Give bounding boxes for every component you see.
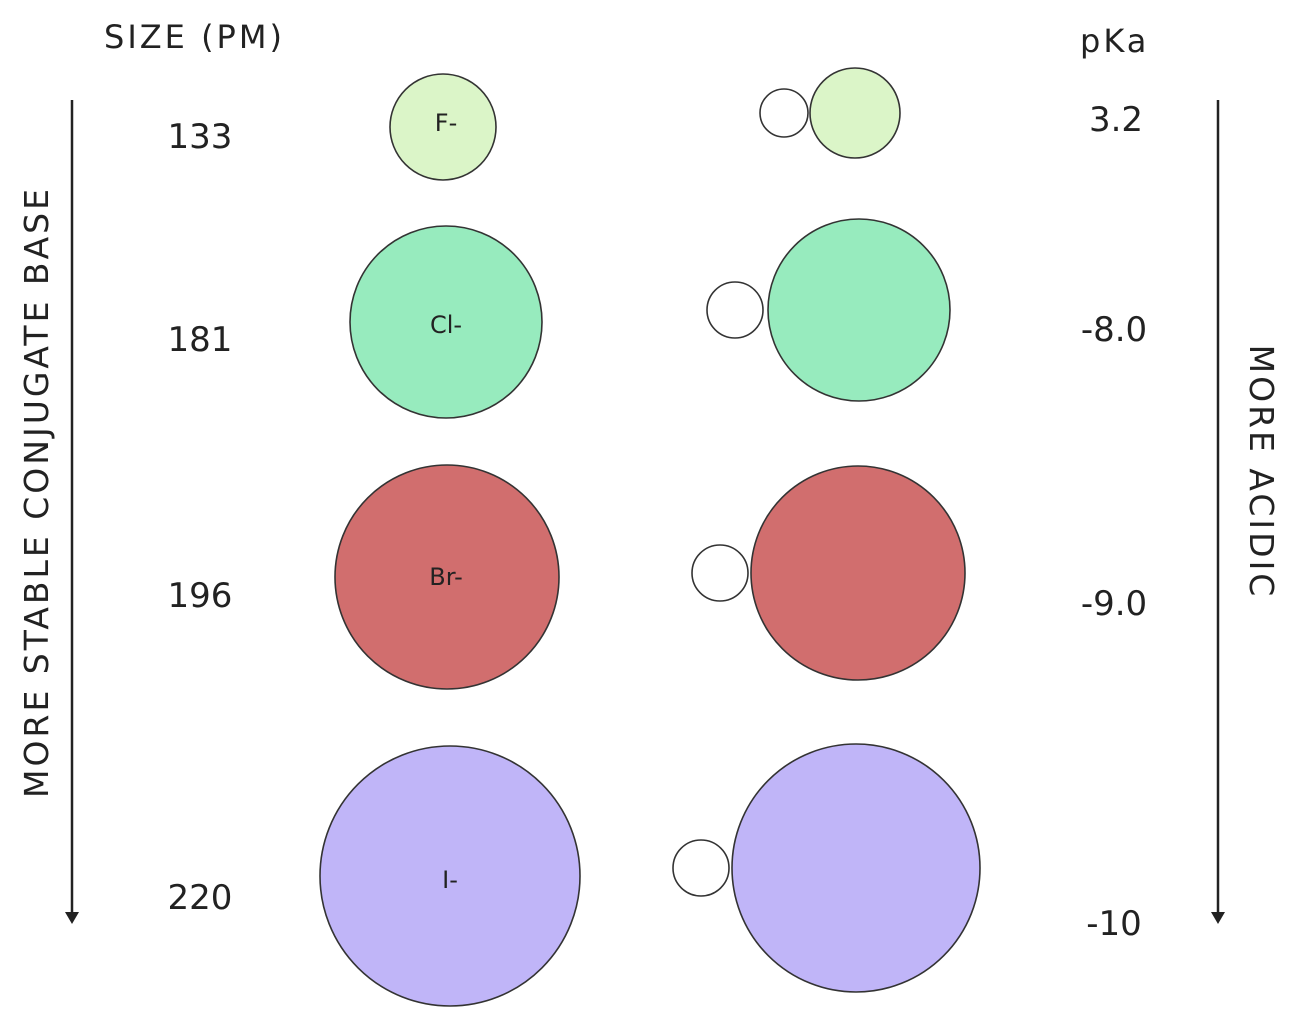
row-iodide: 220 I- -10 bbox=[168, 743, 1142, 1007]
pka-value: -10 bbox=[1086, 904, 1142, 944]
left-arrow-label: MORE STABLE CONJUGATE BASE bbox=[17, 186, 56, 798]
fluoride-ion-circle bbox=[389, 73, 497, 181]
size-value: 133 bbox=[168, 117, 233, 157]
bromine-atom-circle bbox=[750, 465, 966, 681]
hydrogen-atom-circle bbox=[706, 281, 764, 339]
row-bromide: 196 Br- -9.0 bbox=[168, 464, 1147, 690]
right-arrow-label: MORE ACIDIC bbox=[1242, 345, 1281, 600]
size-value: 220 bbox=[168, 878, 233, 918]
ion-label: Br- bbox=[429, 563, 462, 591]
size-value: 196 bbox=[168, 576, 233, 616]
iodide-ion-circle bbox=[319, 745, 581, 1007]
hydrogen-atom-circle bbox=[759, 88, 809, 138]
chlorine-atom-circle bbox=[767, 218, 951, 402]
size-header: SIZE (PM) bbox=[104, 18, 285, 56]
row-fluoride: 133 F- 3.2 bbox=[168, 67, 1143, 181]
pka-value: 3.2 bbox=[1089, 100, 1143, 140]
pka-value: -9.0 bbox=[1081, 584, 1147, 624]
ion-label: Cl- bbox=[430, 311, 462, 339]
pka-value: -8.0 bbox=[1081, 310, 1147, 350]
left-down-arrow bbox=[65, 100, 79, 924]
row-chloride: 181 Cl- -8.0 bbox=[168, 218, 1147, 419]
ion-label: I- bbox=[442, 866, 458, 894]
fluorine-atom-circle bbox=[809, 67, 901, 159]
right-down-arrow bbox=[1211, 100, 1225, 924]
iodine-atom-circle bbox=[731, 743, 981, 993]
size-value: 181 bbox=[168, 320, 233, 360]
chloride-ion-circle bbox=[349, 225, 543, 419]
bromide-ion-circle bbox=[334, 464, 560, 690]
ion-label: F- bbox=[435, 109, 457, 137]
hydrogen-atom-circle bbox=[672, 839, 730, 897]
hydrogen-atom-circle bbox=[691, 544, 749, 602]
pka-header: pKa bbox=[1080, 22, 1149, 60]
